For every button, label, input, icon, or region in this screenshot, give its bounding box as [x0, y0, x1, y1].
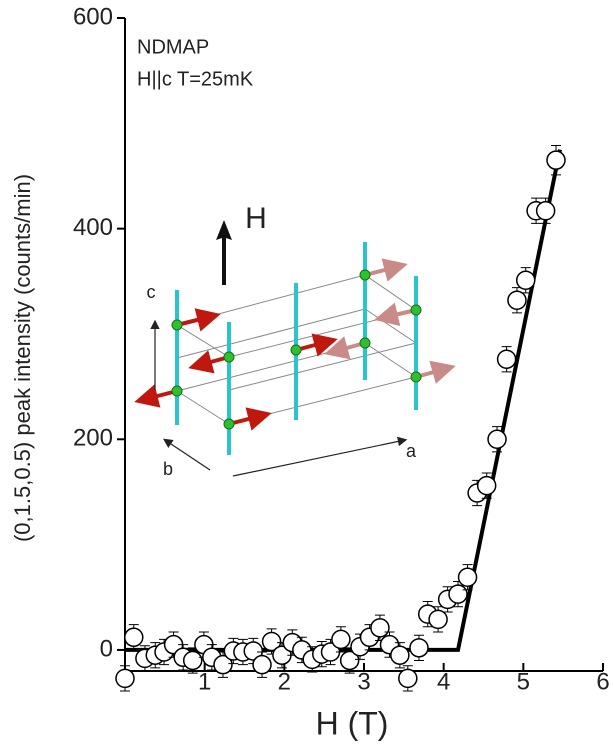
data-point: [124, 627, 144, 648]
data-point: [261, 631, 282, 652]
data-point: [115, 668, 135, 689]
inset-label: a: [406, 441, 417, 461]
data-point: [515, 270, 536, 291]
data-point: [409, 638, 429, 658]
data-point: [339, 650, 360, 671]
data-point: [390, 645, 410, 665]
x-axis-label: H (T): [316, 705, 389, 741]
data-point: [213, 654, 233, 675]
inset-label: H: [245, 202, 267, 235]
y-tick-label: 0: [100, 635, 113, 662]
inset: [134, 220, 456, 477]
data-point: [331, 629, 351, 650]
annotation: NDMAP: [137, 36, 209, 58]
data-point: [370, 618, 390, 638]
data-point: [507, 290, 527, 311]
y-tick-label: 400: [73, 214, 113, 241]
data-point: [546, 150, 566, 170]
y-tick-label: 200: [73, 425, 113, 452]
data-point: [457, 567, 478, 588]
inset-label: b: [163, 459, 173, 479]
y-tick-label: 600: [73, 3, 113, 30]
inset-label: c: [147, 282, 156, 302]
data-point: [428, 609, 448, 630]
x-tick-label: 4: [437, 668, 450, 695]
data-point: [243, 641, 264, 661]
data-point: [496, 349, 517, 369]
x-tick-label: 1: [198, 668, 211, 695]
x-tick-label: 3: [357, 668, 370, 695]
annotation: H||c T=25mK: [137, 68, 254, 90]
x-tick-label: 6: [596, 668, 609, 695]
data-point: [398, 668, 418, 689]
data-point: [448, 584, 468, 604]
x-tick-label: 2: [278, 668, 291, 695]
data-point: [487, 429, 507, 450]
data-point: [182, 650, 203, 671]
y-axis-label: (0,1.5,0.5) peak intensity (counts/min): [10, 174, 35, 542]
data-point: [476, 475, 497, 496]
x-tick-label: 5: [517, 668, 530, 695]
data-point: [252, 654, 272, 675]
data-point: [535, 200, 556, 221]
